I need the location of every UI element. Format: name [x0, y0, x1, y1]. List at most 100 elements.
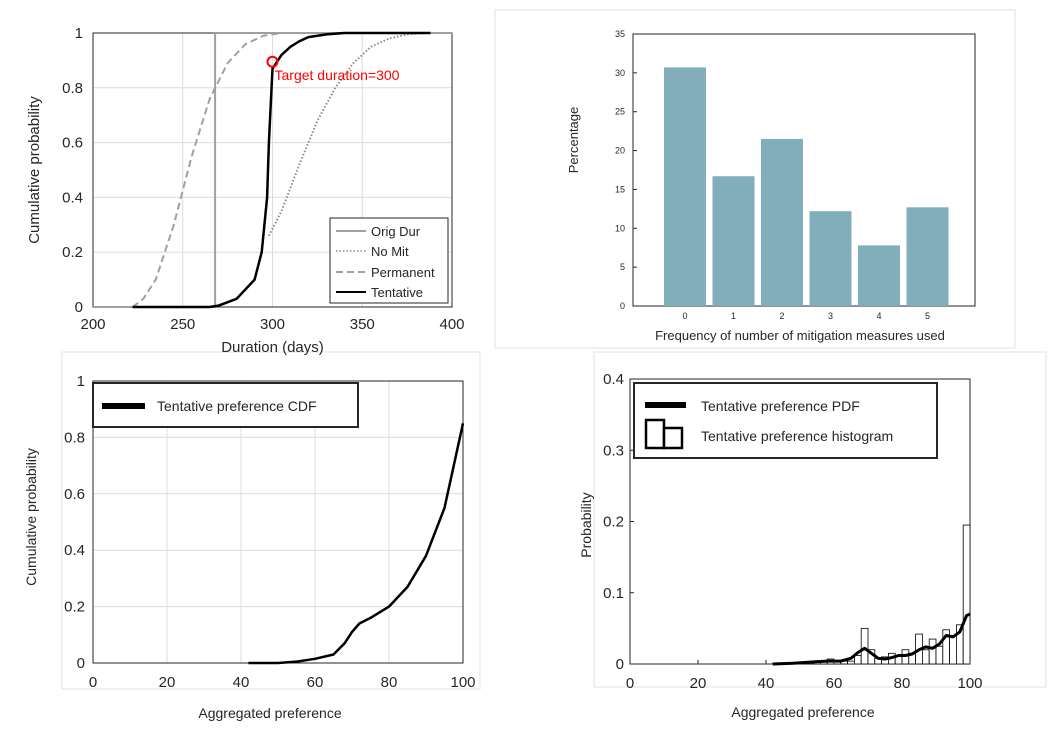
chart4-xtick-label: 0 — [626, 675, 634, 692]
bar-5 — [906, 207, 949, 306]
chart4-xtick-label: 100 — [957, 675, 982, 692]
chart3-ylabel: Cumulative probability — [23, 448, 39, 586]
chart4-ytick-label: 0.4 — [603, 371, 624, 388]
chart2-bars — [664, 67, 949, 306]
chart2-ytick-label: 10 — [615, 223, 625, 233]
chart3-legend: Tentative preference CDF — [92, 382, 359, 428]
target-duration-marker — [266, 55, 279, 68]
chart2-xtick-label: 5 — [925, 311, 930, 321]
chart1-ytick-label: 0 — [75, 299, 83, 316]
chart4-ylabel: Probability — [578, 492, 594, 557]
histogram-bar — [854, 655, 862, 665]
chart3-xtick-label: 80 — [381, 674, 398, 691]
chart2-ytick-label: 25 — [615, 107, 625, 117]
chart2-xtick-label: 4 — [876, 311, 881, 321]
bar-1 — [712, 176, 755, 306]
chart4-ytick-label: 0.2 — [603, 514, 624, 531]
chart3-ytick-label: 0 — [77, 655, 85, 672]
bar-3 — [809, 211, 852, 306]
panel-border-bottom-left — [61, 351, 481, 690]
chart3-xtick-label: 100 — [450, 674, 475, 691]
chart1-xtick-label: 350 — [350, 316, 375, 333]
chart2-xtick-label: 0 — [682, 311, 687, 321]
chart4-xlabel: Aggregated preference — [731, 704, 874, 720]
chart2-ytick-label: 30 — [615, 68, 625, 78]
chart1-ylabel: Cumulative probability — [26, 96, 43, 244]
bar-4 — [858, 245, 900, 306]
histogram-bar — [928, 638, 937, 665]
mitigation-frequency-chart: 0 1 2 3 4 5 0 5 10 15 20 25 30 35 Frequency of number… — [566, 29, 976, 343]
chart4-ytick-label: 0.3 — [603, 442, 624, 459]
chart1-ytick-label: 1 — [75, 25, 83, 42]
chart2-ticks: 0 1 2 3 4 5 0 5 10 15 20 25 30 35 — [615, 29, 930, 321]
legend-swatch-histogram — [644, 418, 684, 450]
chart2-xlabel: Frequency of number of mitigation measur… — [655, 328, 945, 343]
chart1-ytick-label: 0.8 — [62, 80, 83, 97]
chart2-ytick-label: 15 — [615, 184, 625, 194]
histogram-bar — [962, 524, 971, 665]
preference-pdf-histogram-chart: 0 20 40 60 80 100 0 0.1 0.2 0.3 0.4 Aggregated pre… — [578, 371, 983, 720]
series-line-no-mit — [268, 32, 426, 237]
legend-label-permanent: Permanent — [371, 265, 435, 280]
chart2-ytick-label: 0 — [620, 301, 625, 311]
chart2-ytick-label: 35 — [615, 29, 625, 39]
chart3-ticks: 0 20 40 60 80 100 0 0.2 0.4 0.6 0.8 1 — [64, 373, 475, 691]
chart4-xtick-label: 80 — [894, 675, 911, 692]
legend-label-no-mit: No Mit — [371, 244, 409, 259]
chart3-ytick-label: 0.2 — [64, 599, 85, 616]
chart2-xtick-label: 3 — [828, 311, 833, 321]
chart3-xtick-label: 60 — [307, 674, 324, 691]
chart1-legend-box — [329, 217, 449, 304]
series-line-tentative-pdf — [772, 612, 971, 666]
chart1-xtick-label: 400 — [439, 316, 464, 333]
chart4-ticks: 0 20 40 60 80 100 0 0.1 0.2 0.3 0.4 — [603, 371, 982, 692]
series-line-permanent — [131, 32, 300, 308]
chart2-xtick-label: 2 — [779, 311, 784, 321]
histogram-bar — [922, 649, 930, 665]
chart3-xtick-label: 20 — [159, 674, 176, 691]
chart3-xlabel: Aggregated preference — [198, 705, 341, 721]
chart3-ytick-label: 0.8 — [64, 429, 85, 446]
chart3-ytick-label: 0.4 — [64, 542, 85, 559]
legend-label-orig-dur: Orig Dur — [371, 224, 421, 239]
bar-2 — [761, 138, 803, 306]
chart4-pdf — [772, 612, 971, 666]
cdf-duration-chart: 200 250 300 350 400 0 0.2 0.4 0.6 0.8 1 Duration (… — [26, 25, 465, 356]
bar-0 — [664, 67, 706, 306]
histogram-bar — [935, 645, 944, 665]
series-line-tentative-cdf — [248, 423, 465, 665]
chart1-ytick-label: 0.4 — [62, 189, 83, 206]
chart4-legend-box — [633, 382, 938, 459]
histogram-bar — [949, 635, 957, 665]
chart4-xtick-label: 40 — [758, 675, 775, 692]
chart1-ticks: 200 250 300 350 400 0 0.2 0.4 0.6 0.8 1 — [62, 25, 464, 333]
chart3-ytick-label: 1 — [77, 373, 85, 390]
chart2-ytick-label: 5 — [620, 262, 625, 272]
target-duration-label: Target duration=300 — [275, 67, 400, 83]
chart2-xtick-label: 1 — [731, 311, 736, 321]
panel-border-top-right — [494, 9, 1016, 349]
chart3-xtick-label: 0 — [89, 674, 97, 691]
legend-label-histogram: Tentative preference histogram — [701, 428, 893, 444]
legend-label-pdf: Tentative preference PDF — [701, 398, 860, 414]
chart1-ytick-label: 0.6 — [62, 135, 83, 152]
chart3-ytick-label: 0.6 — [64, 486, 85, 503]
panel-border-bottom-right — [593, 351, 1047, 688]
histogram-bar — [847, 660, 855, 665]
chart1-annotation: Target duration=300 — [266, 55, 400, 83]
histogram-bar — [860, 627, 869, 665]
chart1-ytick-label: 0.2 — [62, 244, 83, 261]
chart1-xtick-label: 300 — [260, 316, 285, 333]
chart1-xtick-label: 250 — [170, 316, 195, 333]
chart4-ytick-label: 0 — [616, 656, 624, 673]
chart3-xtick-label: 40 — [233, 674, 250, 691]
chart3-series — [248, 423, 465, 665]
chart1-xtick-label: 200 — [80, 316, 105, 333]
chart4-xtick-label: 20 — [690, 675, 707, 692]
legend-label-tentative: Tentative — [371, 285, 423, 300]
chart1-legend: Orig Dur No Mit Permanent Tentative — [329, 217, 449, 304]
legend-label-cdf: Tentative preference CDF — [157, 398, 317, 414]
chart1-xlabel: Duration (days) — [221, 339, 324, 356]
preference-cdf-chart: 0 20 40 60 80 100 0 0.2 0.4 0.6 0.8 1 Aggregated pr… — [23, 373, 476, 721]
